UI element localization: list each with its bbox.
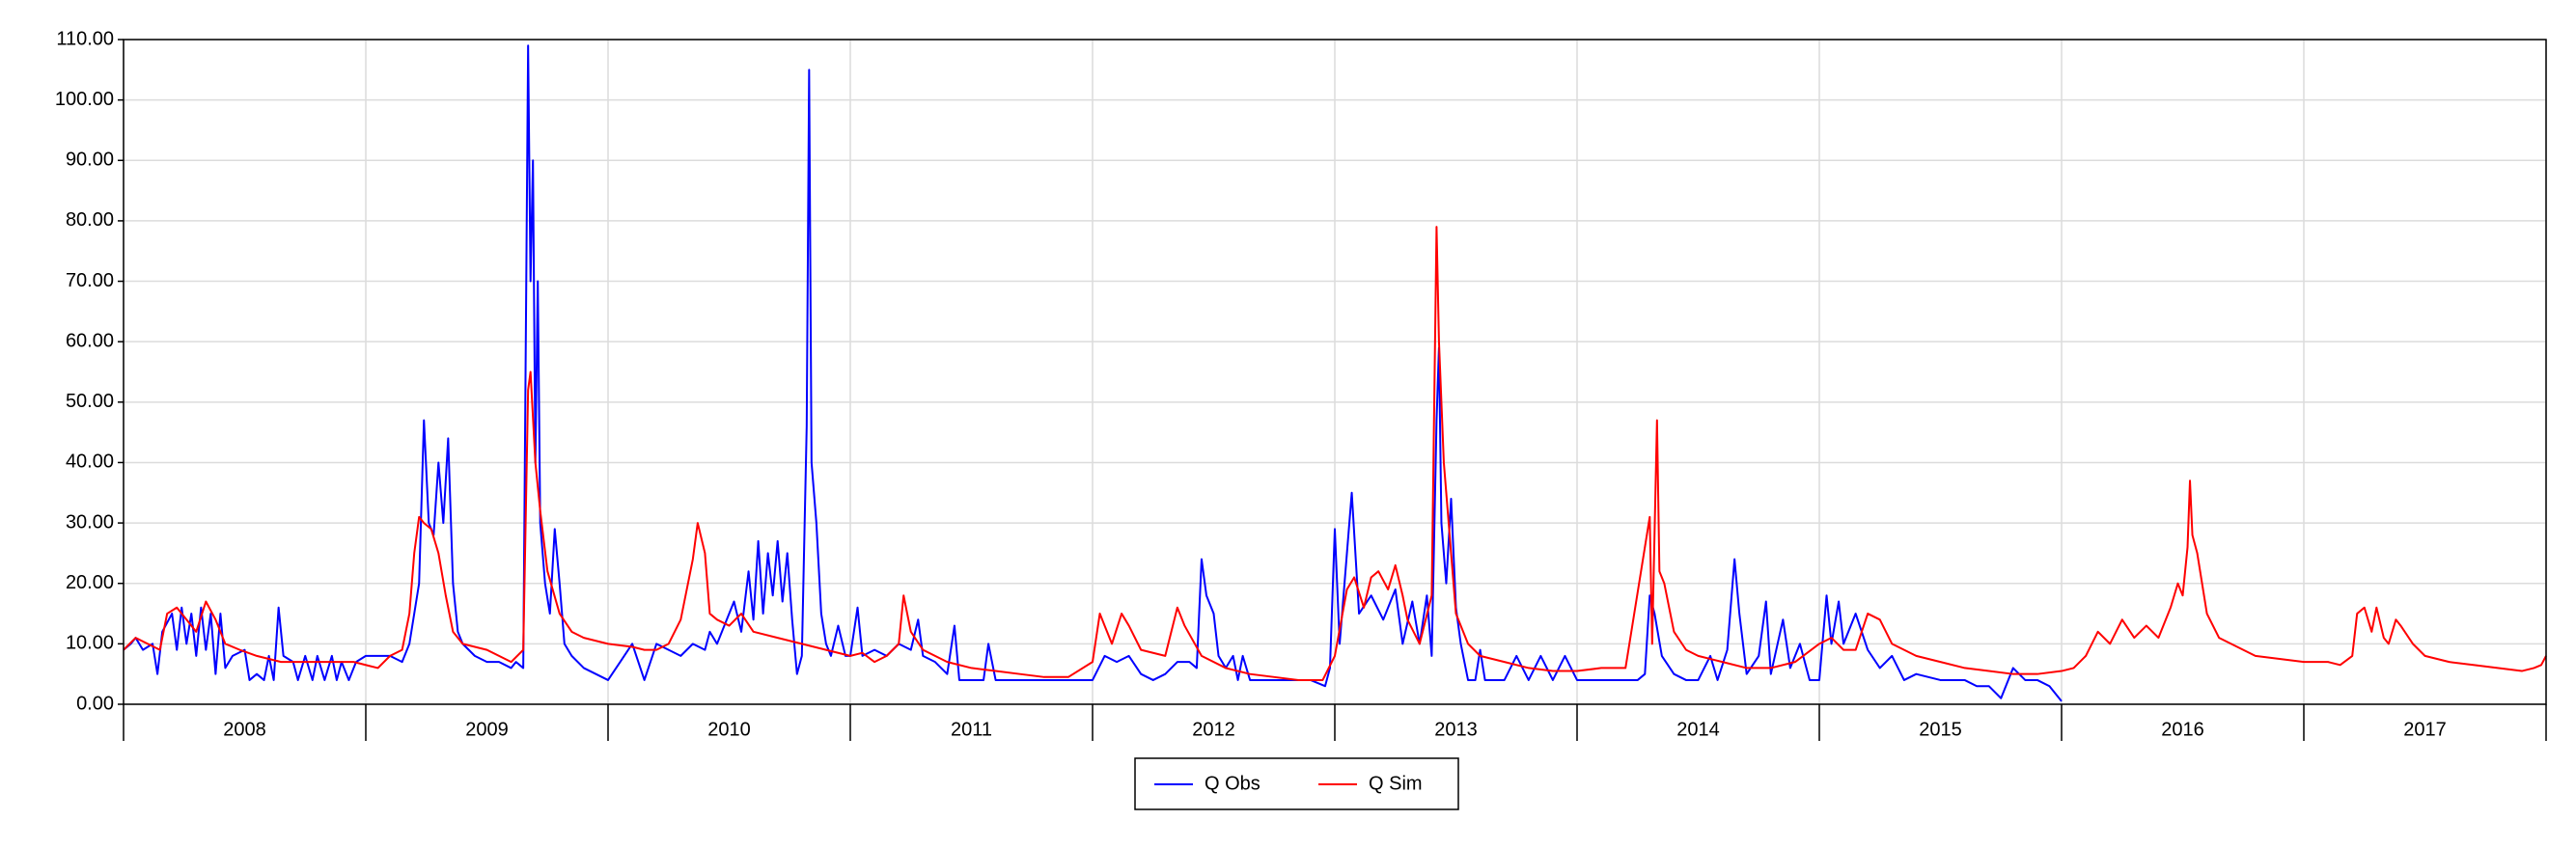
x-tick-label: 2013	[1434, 719, 1478, 740]
y-tick-label: 70.00	[66, 270, 114, 291]
x-tick-label: 2011	[951, 719, 992, 740]
y-tick-label: 10.00	[66, 633, 114, 654]
x-tick-label: 2012	[1192, 719, 1235, 740]
legend-label: Q Sim	[1369, 773, 1423, 794]
y-tick-label: 100.00	[55, 89, 114, 110]
axes: 0.00 10.00 20.00 30.00 40.00 50.00 60.00 70.00 8…	[55, 28, 2547, 741]
x-tick-label: 2008	[223, 719, 266, 740]
plot-area	[123, 44, 2547, 702]
x-tick-label: 2009	[465, 719, 509, 740]
series-line	[123, 226, 2547, 681]
x-tick-label: 2017	[2403, 719, 2447, 740]
x-tick-label: 2014	[1676, 719, 1720, 740]
grid	[123, 39, 2547, 705]
y-tick-label: 0.00	[76, 693, 114, 714]
y-tick-label: 50.00	[66, 391, 114, 412]
x-tick-label: 2010	[707, 719, 751, 740]
y-tick-label: 40.00	[66, 451, 114, 473]
legend-label: Q Obs	[1205, 773, 1260, 794]
y-tick-label: 90.00	[66, 150, 114, 171]
legend: Q Obs Q Sim	[1154, 773, 1423, 794]
y-tick-label: 80.00	[66, 209, 114, 231]
y-tick-label: 60.00	[66, 330, 114, 351]
plot-frame	[123, 39, 2547, 705]
y-tick-label: 20.00	[66, 572, 114, 593]
x-tick-label: 2015	[1919, 719, 1962, 740]
y-tick-label: 30.00	[66, 511, 114, 533]
x-tick-label: 2016	[2161, 719, 2204, 740]
y-tick-label: 110.00	[56, 28, 114, 49]
